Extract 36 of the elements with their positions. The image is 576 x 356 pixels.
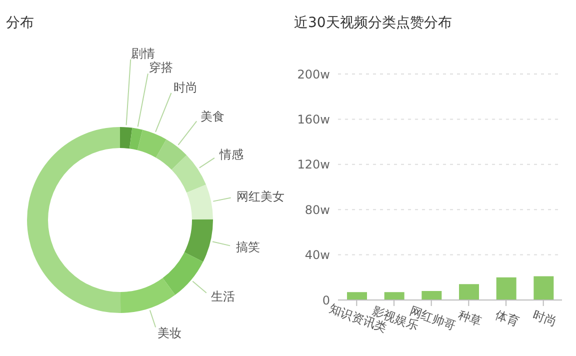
donut-slice (120, 127, 132, 149)
y-tick-label: 80w (304, 202, 330, 217)
x-tick-label: 时尚 (531, 308, 558, 329)
slice-label: 美食 (200, 109, 224, 124)
slice-label: 时尚 (173, 80, 198, 94)
y-tick-label: 120w (297, 158, 330, 172)
y-tick-label: 40w (304, 248, 330, 262)
chart-title: 分布 (6, 14, 34, 32)
donut-slice (129, 128, 143, 150)
slice-label: 情感 (218, 148, 244, 162)
bar (347, 292, 367, 300)
donut-slice (172, 155, 206, 193)
slice-label: 网红美女 (236, 190, 285, 204)
slice-label: 剧情 (131, 46, 156, 60)
slice-label: 美妆 (157, 326, 182, 340)
y-tick-label: 160w (297, 112, 330, 126)
bar (496, 277, 516, 300)
chart-title: 近30天视频分类点赞分布 (294, 14, 452, 32)
donut-slice (162, 252, 204, 295)
slice-label: 穿搭 (149, 60, 174, 75)
y-tick-label: 200w (297, 67, 330, 82)
donut-slice (186, 184, 213, 220)
bar (459, 284, 479, 300)
donut-slice (120, 278, 176, 313)
donut-slice (137, 130, 166, 158)
bar (384, 292, 404, 300)
donut-slice (184, 219, 213, 262)
x-tick-label: 体育 (494, 308, 522, 329)
donut-slice (27, 127, 121, 313)
y-tick-label: 0 (322, 293, 330, 308)
donut-slice (156, 139, 187, 170)
bar (534, 276, 554, 300)
slice-label: 搞笑 (236, 240, 260, 254)
x-tick-label: 种草 (456, 308, 484, 329)
slice-label: 生活 (210, 290, 235, 304)
bar (422, 290, 442, 300)
